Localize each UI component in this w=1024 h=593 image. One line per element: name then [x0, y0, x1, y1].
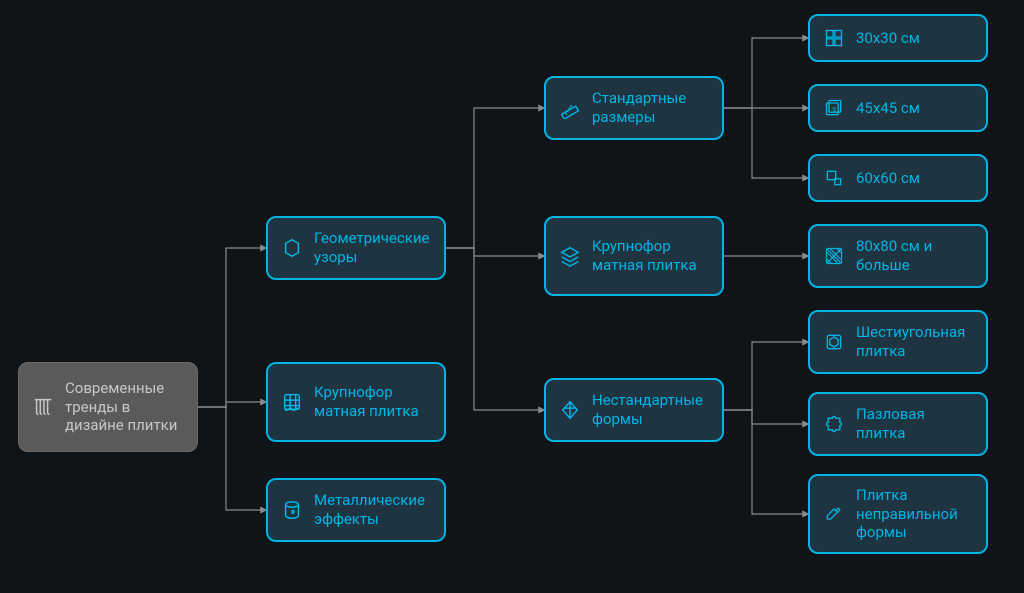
layers-icon [558, 244, 582, 268]
node-label: 60х60 см [856, 169, 920, 188]
crop-icon [822, 166, 846, 190]
node-label: Плитка неправильной формы [856, 486, 974, 542]
trowel-icon [822, 502, 846, 526]
node-label: Стандартные размеры [592, 89, 710, 127]
node-label: 45х45 см [856, 99, 920, 118]
node-root[interactable]: Современные тренды в дизайне плитки [18, 362, 198, 452]
node-label: Крупнофор матная плитка [592, 237, 710, 275]
node-label: Нестандартные формы [592, 391, 710, 429]
four-sq-icon [822, 26, 846, 50]
svg-text:9: 9 [832, 105, 836, 113]
node-large-format-1[interactable]: Крупнофор матная плитка [266, 362, 446, 442]
curtain-icon [31, 395, 55, 419]
node-60x60[interactable]: 60х60 см [808, 154, 988, 202]
node-label: Современные тренды в дизайне плитки [65, 379, 185, 435]
hexagon-icon [280, 236, 304, 260]
node-standard-sizes[interactable]: Стандартные размеры [544, 76, 724, 140]
puzzle-icon [822, 412, 846, 436]
node-45x45[interactable]: 9 45х45 см [808, 84, 988, 132]
node-puzzle-tile[interactable]: Пазловая плитка [808, 392, 988, 456]
node-label: Крупнофор матная плитка [314, 383, 432, 421]
grid-icon [280, 390, 304, 414]
node-label: Металлические эффекты [314, 491, 432, 529]
node-large-format-2[interactable]: Крупнофор матная плитка [544, 216, 724, 296]
hex-out-icon [822, 330, 846, 354]
ruler-icon [558, 96, 582, 120]
cylinder-icon [280, 498, 304, 522]
node-label: 80х80 см и больше [856, 237, 974, 275]
node-irregular-tile[interactable]: Плитка неправильной формы [808, 474, 988, 554]
node-label: Пазловая плитка [856, 405, 974, 443]
node-metallic-effects[interactable]: Металлические эффекты [266, 478, 446, 542]
node-label: 30х30 см [856, 29, 920, 48]
node-geometric-patterns[interactable]: Геометрические узоры [266, 216, 446, 280]
node-nonstandard-shapes[interactable]: Нестандартные формы [544, 378, 724, 442]
node-label: Геометрические узоры [314, 229, 432, 267]
node-80x80[interactable]: 80х80 см и больше [808, 224, 988, 288]
node-label: Шестиугольная плитка [856, 323, 974, 361]
node-hexagonal-tile[interactable]: Шестиугольная плитка [808, 310, 988, 374]
node-30x30[interactable]: 30х30 см [808, 14, 988, 62]
diamond-icon [558, 398, 582, 422]
mesh-icon [822, 244, 846, 268]
diagram-canvas: Современные тренды в дизайне плитки Геом… [0, 0, 1024, 593]
stack-9-icon: 9 [822, 96, 846, 120]
